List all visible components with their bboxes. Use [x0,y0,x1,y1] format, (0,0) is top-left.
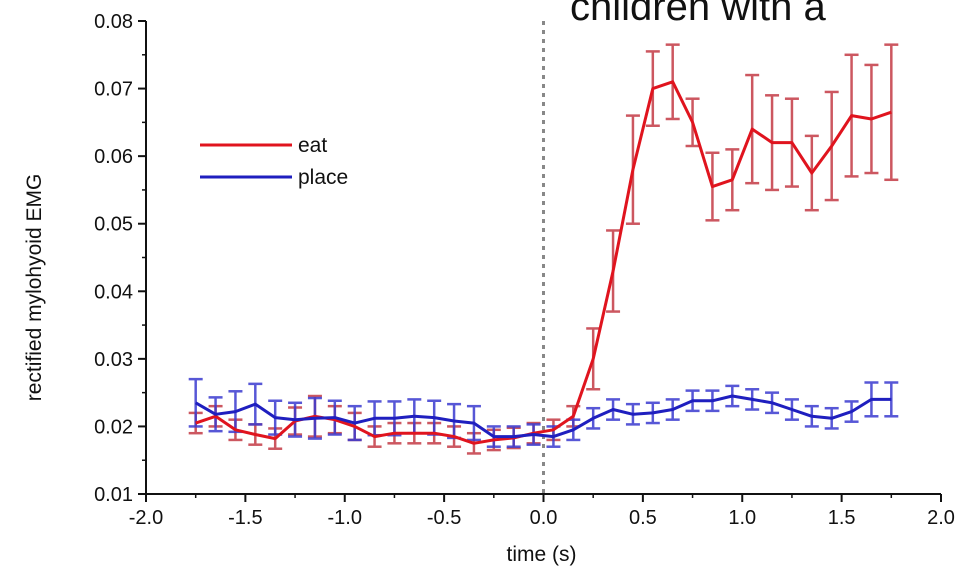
y-axis-label: rectified mylohyoid EMG [23,174,46,402]
y-tick-label: 0.03 [94,349,133,371]
x-tick-label: 1.0 [728,507,756,529]
y-tick-label: 0.06 [94,146,133,168]
y-tick-label: 0.07 [94,79,133,101]
legend: eat place [200,134,348,189]
x-axis-label: time (s) [507,543,577,566]
error-bar-place [188,377,203,428]
legend-label-eat: eat [298,134,327,157]
error-bar-place [884,381,899,418]
axes-layer: 0.01 0.02 0.03 0.04 0.05 0.06 0.07 0.08 -2.0 -1.5… [94,11,955,529]
x-tick-label: -1.5 [228,507,262,529]
chart-title-group: children with a [570,0,826,29]
series-line-place [194,394,892,439]
x-tick-label: 1.5 [828,507,856,529]
chart-title: children with a [570,0,826,29]
x-tick-label: 2.0 [927,507,955,529]
x-tick-label: -0.5 [427,507,461,529]
x-tick-label: -2.0 [129,507,163,529]
y-tick-label: 0.02 [94,416,133,438]
series-lines-layer [194,80,892,445]
x-tick-label: 0.5 [629,507,657,529]
legend-label-place: place [298,166,348,189]
error-bar-eat [884,43,899,182]
y-tick-label: 0.05 [94,214,133,236]
y-tick-label: 0.08 [94,11,133,33]
x-tick-label: 0.0 [530,507,558,529]
y-tick-label: 0.01 [94,484,133,506]
y-tick-label: 0.04 [94,281,133,303]
x-tick-label: -1.0 [328,507,362,529]
